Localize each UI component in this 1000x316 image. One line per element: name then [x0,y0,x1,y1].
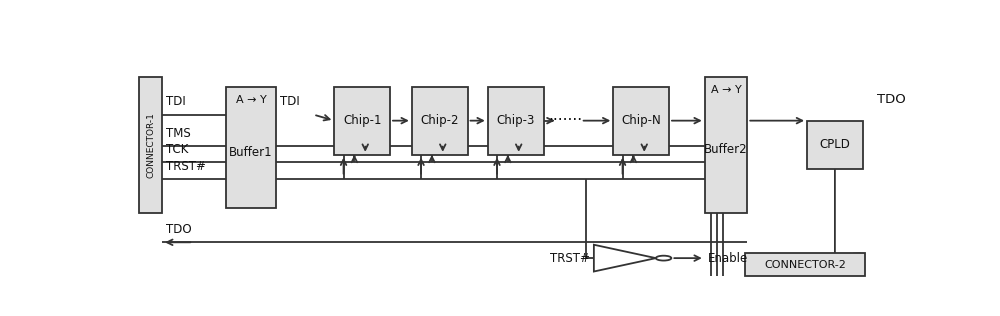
Text: TDI: TDI [280,95,300,108]
Text: CONNECTOR-2: CONNECTOR-2 [764,260,846,270]
Text: TRST#: TRST# [166,160,206,173]
Text: Buffer1: Buffer1 [229,146,273,159]
Text: Chip-3: Chip-3 [496,114,535,127]
Text: Chip-1: Chip-1 [343,114,381,127]
Text: Chip-2: Chip-2 [420,114,459,127]
Bar [226,87,276,208]
Bar [745,253,865,276]
Bar [412,87,468,155]
Text: Enable: Enable [708,252,748,264]
Text: CONNECTOR-1: CONNECTOR-1 [146,112,155,178]
Text: Chip-N: Chip-N [621,114,661,127]
Text: TCK: TCK [166,143,188,156]
Text: A → Y: A → Y [711,85,741,95]
Text: CPLD: CPLD [819,138,850,151]
Text: ·······: ······· [548,113,582,128]
Bar [705,77,747,213]
Text: TDI: TDI [166,95,186,108]
Text: TMS: TMS [166,127,191,140]
Bar [334,87,390,155]
Text: Buffer2: Buffer2 [704,143,748,156]
Text: A → Y: A → Y [236,95,266,105]
Text: TDO: TDO [166,223,192,236]
Bar [807,121,863,169]
Bar [488,87,544,155]
Bar [139,77,162,213]
Text: TRST#: TRST# [550,252,590,264]
Bar [613,87,669,155]
Text: TDO: TDO [877,94,906,106]
